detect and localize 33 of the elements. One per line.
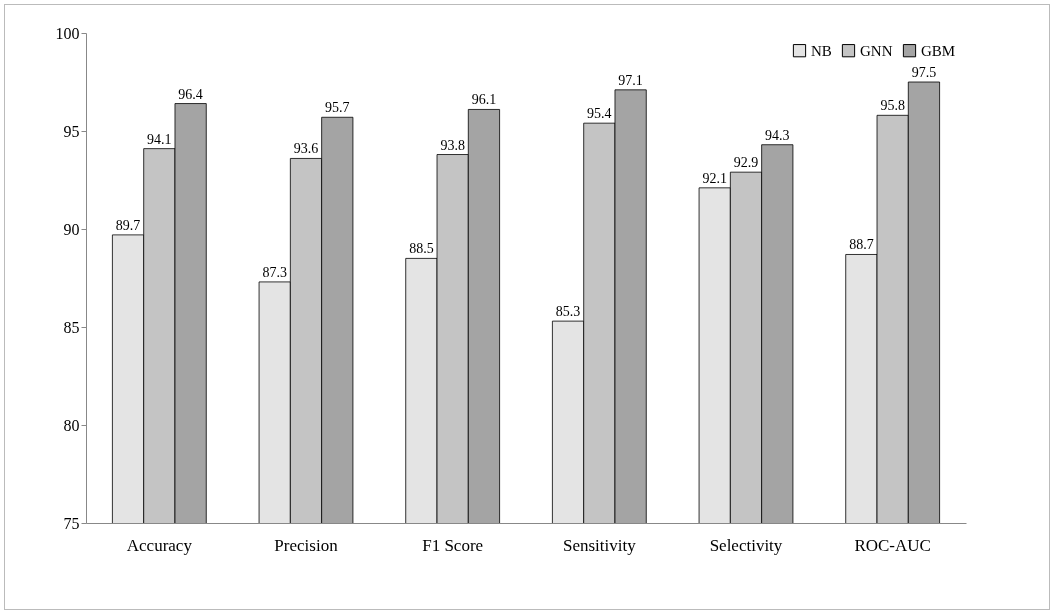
data-label: 92.9 xyxy=(733,155,759,171)
data-label: 93.8 xyxy=(440,137,465,153)
data-label: 95.4 xyxy=(587,106,612,122)
data-label: 96.1 xyxy=(471,92,497,108)
y-tick-label: 90 xyxy=(63,220,80,238)
y-tick-label: 95 xyxy=(63,122,80,140)
data-label: 97.1 xyxy=(618,72,643,88)
y-tick-label: 80 xyxy=(63,416,80,434)
data-label: 92.1 xyxy=(702,170,727,186)
y-tick-label: 75 xyxy=(63,514,80,532)
data-label: 93.6 xyxy=(293,141,319,157)
data-label: 85.3 xyxy=(555,304,581,320)
x-tick-label: Selectivity xyxy=(709,535,783,555)
x-tick-label: Sensitivity xyxy=(562,535,637,555)
x-tick-label: ROC-AUC xyxy=(854,535,931,555)
data-label: 97.5 xyxy=(911,65,937,80)
legend-label: NB xyxy=(811,42,832,59)
x-tick-label: Accuracy xyxy=(126,535,193,555)
data-label: 88.7 xyxy=(849,237,874,253)
y-tick-label: 85 xyxy=(63,318,80,336)
data-label: 87.3 xyxy=(262,264,287,280)
x-tick-label: F1 Score xyxy=(422,535,484,555)
y-tick-label: 100 xyxy=(55,24,80,42)
data-label: 94.1 xyxy=(147,131,172,147)
legend-label: GBM xyxy=(921,42,956,59)
data-label: 89.7 xyxy=(115,217,141,233)
x-tick-label: Precision xyxy=(274,535,339,555)
data-label: 95.8 xyxy=(880,98,905,114)
data-label: 96.4 xyxy=(178,86,203,102)
data-label: 88.5 xyxy=(409,241,434,257)
data-label: 95.7 xyxy=(325,100,350,116)
data-label: 94.3 xyxy=(765,127,790,143)
legend-label: GNN xyxy=(860,42,893,59)
